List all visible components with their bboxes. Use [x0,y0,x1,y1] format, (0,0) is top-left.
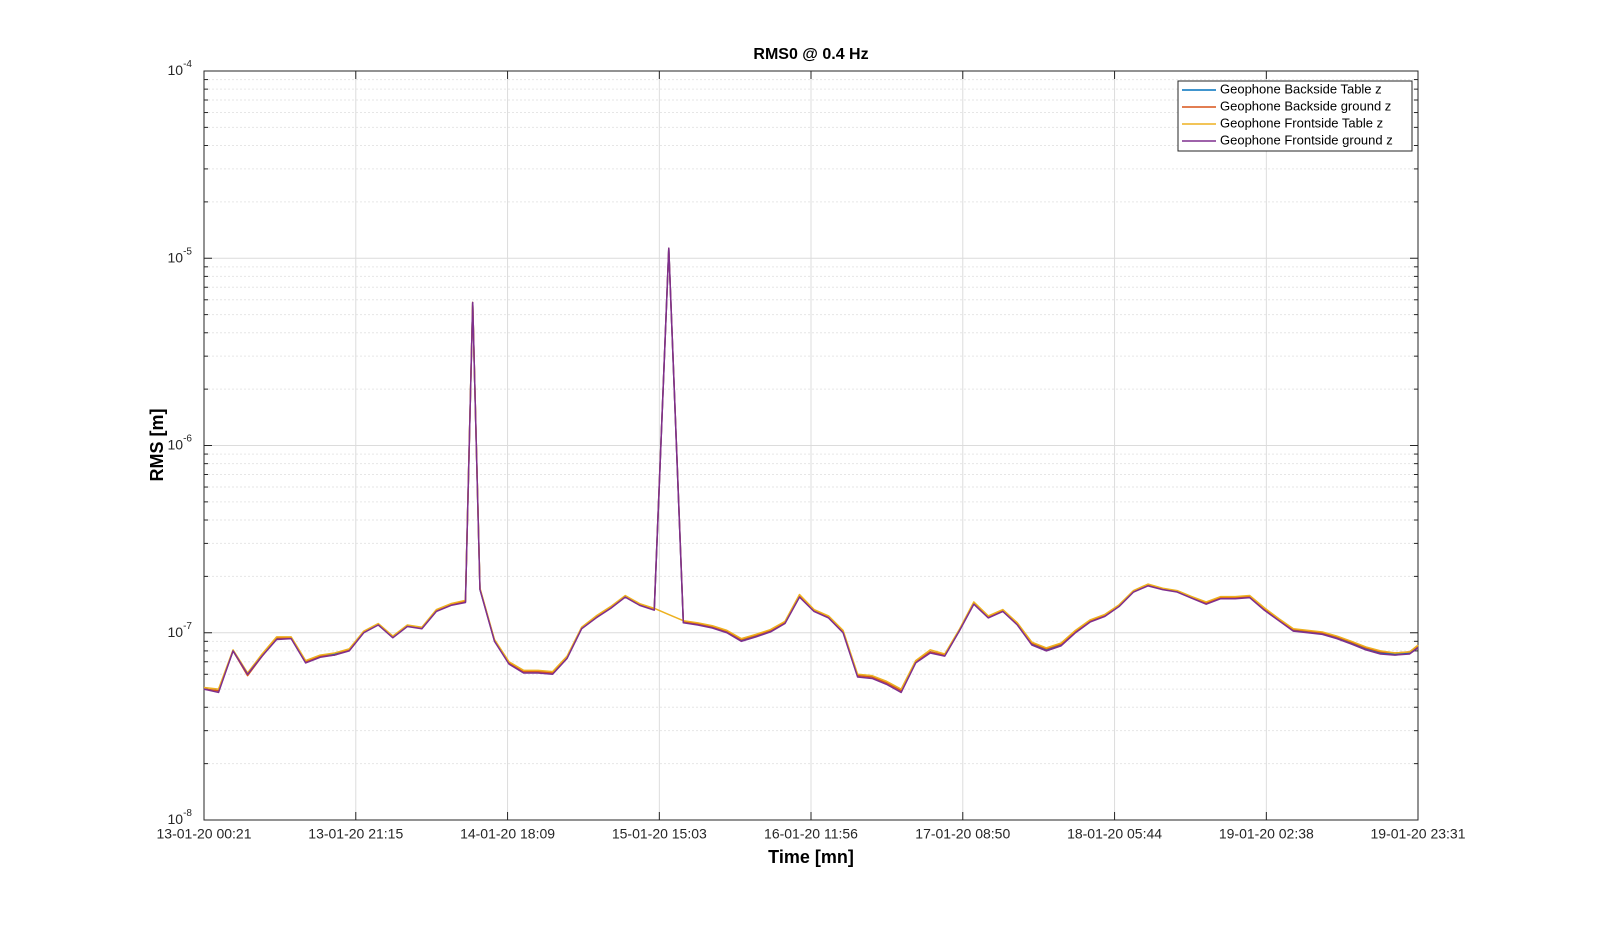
legend-box [1177,80,1413,152]
y-tick-label: 10-4 [168,59,193,78]
x-axis-label: Time [mn] [768,847,854,867]
y-tick-exp: -8 [183,808,192,819]
x-tick-label: 18-01-20 05:44 [1067,826,1162,842]
chart-title: RMS0 @ 0.4 Hz [753,46,868,63]
x-tick-label: 19-01-20 02:38 [1219,826,1314,842]
series-line [203,247,1419,694]
y-tick-exp: -5 [183,246,192,257]
plot-frame [203,70,1419,821]
series-line [203,301,1419,690]
y-tick-exp: -4 [183,59,192,70]
x-tick-label: 13-01-20 00:21 [157,826,252,842]
y-tick-exp: -7 [183,620,192,631]
legend-label: Geophone Frontside ground z [1220,132,1393,147]
x-tick-label: 14-01-20 18:09 [460,826,555,842]
y-tick-base: 10 [168,62,184,78]
y-tick-exp: -6 [183,433,192,444]
x-tick-label: 15-01-20 15:03 [612,826,707,842]
y-tick-label: 10-5 [168,246,193,265]
y-tick-label: 10-8 [168,808,193,827]
x-tick-label: 19-01-20 23:31 [1371,826,1466,842]
y-axis-label: RMS [m] [147,409,167,482]
x-tick-label: 17-01-20 08:50 [915,826,1010,842]
y-tick-base: 10 [168,811,184,827]
legend-label: Geophone Backside ground z [1220,98,1391,113]
y-tick-base: 10 [168,436,184,452]
x-tick-label: 13-01-20 21:15 [308,826,403,842]
y-tick-base: 10 [168,249,184,265]
y-tick-base: 10 [168,623,184,639]
legend-label: Geophone Frontside Table z [1220,115,1383,130]
y-tick-label: 10-6 [168,433,193,452]
x-tick-label: 16-01-20 11:56 [764,826,858,842]
legend-label: Geophone Backside Table z [1220,81,1382,96]
y-tick-label: 10-7 [168,620,193,639]
